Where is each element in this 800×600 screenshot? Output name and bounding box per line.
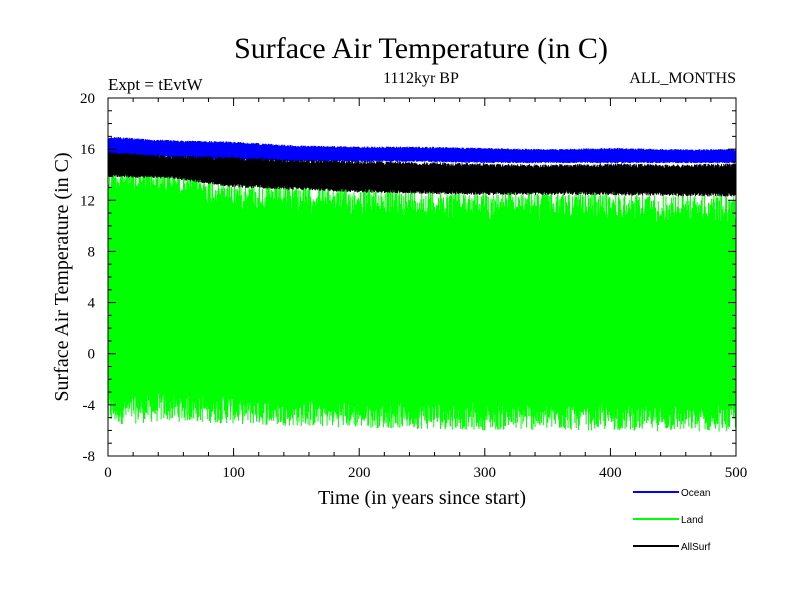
y-tick-label: -8 bbox=[83, 449, 96, 465]
x-tick-label: 500 bbox=[725, 465, 748, 481]
y-tick-label: 4 bbox=[88, 296, 96, 312]
y-tick-label: 20 bbox=[80, 91, 95, 107]
x-tick-label: 300 bbox=[474, 465, 497, 481]
series-line-ocean bbox=[108, 137, 736, 164]
chart-subtitle-left: Expt = tEvtW bbox=[108, 75, 204, 94]
series-layer bbox=[108, 137, 736, 432]
legend-label-ocean: Ocean bbox=[681, 488, 710, 499]
x-tick-label: 0 bbox=[104, 465, 112, 481]
chart-subtitle-center: 1112kyr BP bbox=[383, 70, 459, 87]
y-tick-label: -4 bbox=[83, 398, 96, 414]
y-tick-label: 8 bbox=[88, 244, 96, 260]
y-tick-label: 0 bbox=[88, 347, 96, 363]
legend-label-allsurf: AllSurf bbox=[681, 542, 711, 553]
series-line-allsurf bbox=[108, 151, 736, 197]
x-tick-label: 400 bbox=[599, 465, 622, 481]
y-tick-label: 16 bbox=[80, 142, 96, 158]
chart-subtitle-right: ALL_MONTHS bbox=[629, 70, 736, 87]
chart-title: Surface Air Temperature (in C) bbox=[234, 32, 608, 65]
x-tick-label: 200 bbox=[348, 465, 371, 481]
y-tick-label: 12 bbox=[80, 193, 95, 209]
series-line-land bbox=[108, 165, 736, 432]
ticks-layer: 0 100 200 300 400 500 -8 -4 0 4 8 12 16 20 bbox=[80, 91, 747, 481]
legend: Ocean Land AllSurf bbox=[633, 488, 711, 553]
x-tick-label: 100 bbox=[222, 465, 245, 481]
x-axis-label: Time (in years since start) bbox=[318, 487, 526, 509]
legend-label-land: Land bbox=[681, 515, 703, 526]
y-axis-label: Surface Air Temperature (in C) bbox=[51, 152, 73, 401]
